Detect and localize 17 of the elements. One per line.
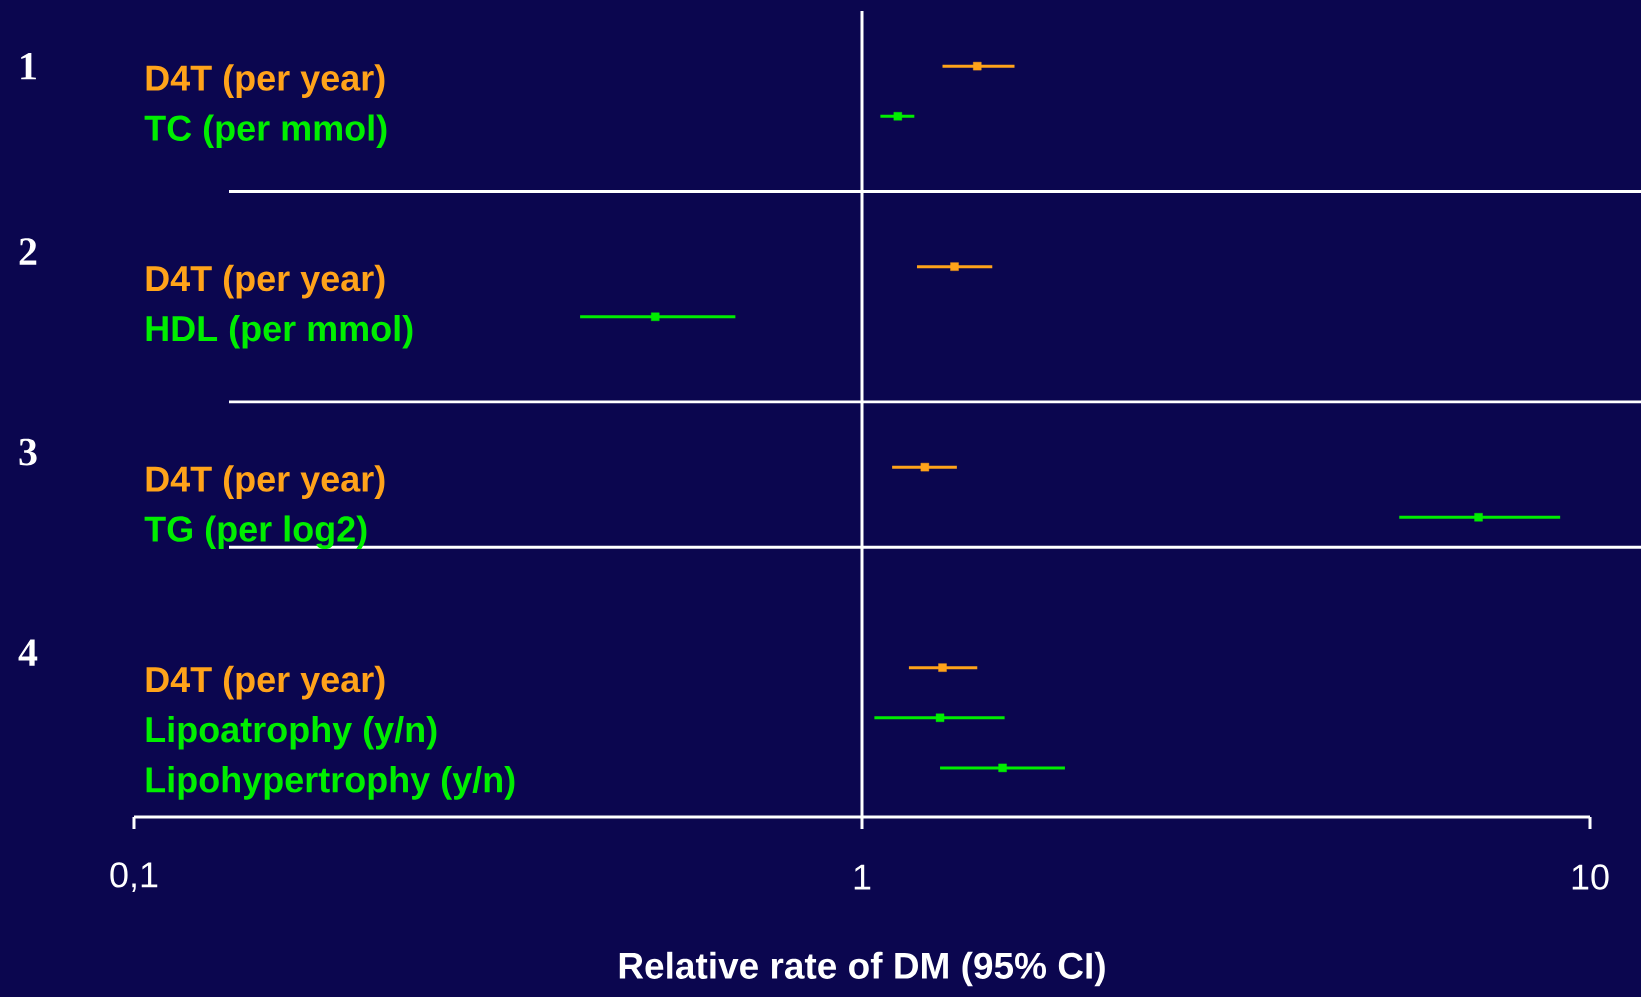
y-tick-label: TC (per mmol) bbox=[144, 114, 387, 149]
x-axis-title: Relative rate of DM (95% CI) bbox=[619, 951, 1105, 987]
y-tick-label: TG (per log2) bbox=[144, 515, 367, 550]
text: 1 bbox=[21, 52, 36, 80]
y-tick-label: D4T (per year) bbox=[146, 264, 385, 299]
text: 3 bbox=[19, 438, 37, 466]
y-tick-label: D4T (per year) bbox=[146, 665, 385, 700]
x-tick-label: 10 bbox=[1572, 864, 1609, 890]
x-tick-label: 1 bbox=[854, 864, 871, 890]
y-tick-label: Lipoatrophy (y/n) bbox=[146, 715, 437, 750]
text: 2 bbox=[19, 238, 37, 265]
text: 4 bbox=[18, 639, 38, 666]
x-tick-label: 0,1 bbox=[110, 862, 158, 892]
y-tick-label: HDL (per mmol) bbox=[146, 314, 413, 349]
y-tick-label: D4T (per year) bbox=[146, 465, 385, 499]
y-tick-label: Lipohypertrophy (y/n) bbox=[146, 766, 515, 800]
y-tick-label: D4T (per year) bbox=[146, 64, 385, 98]
